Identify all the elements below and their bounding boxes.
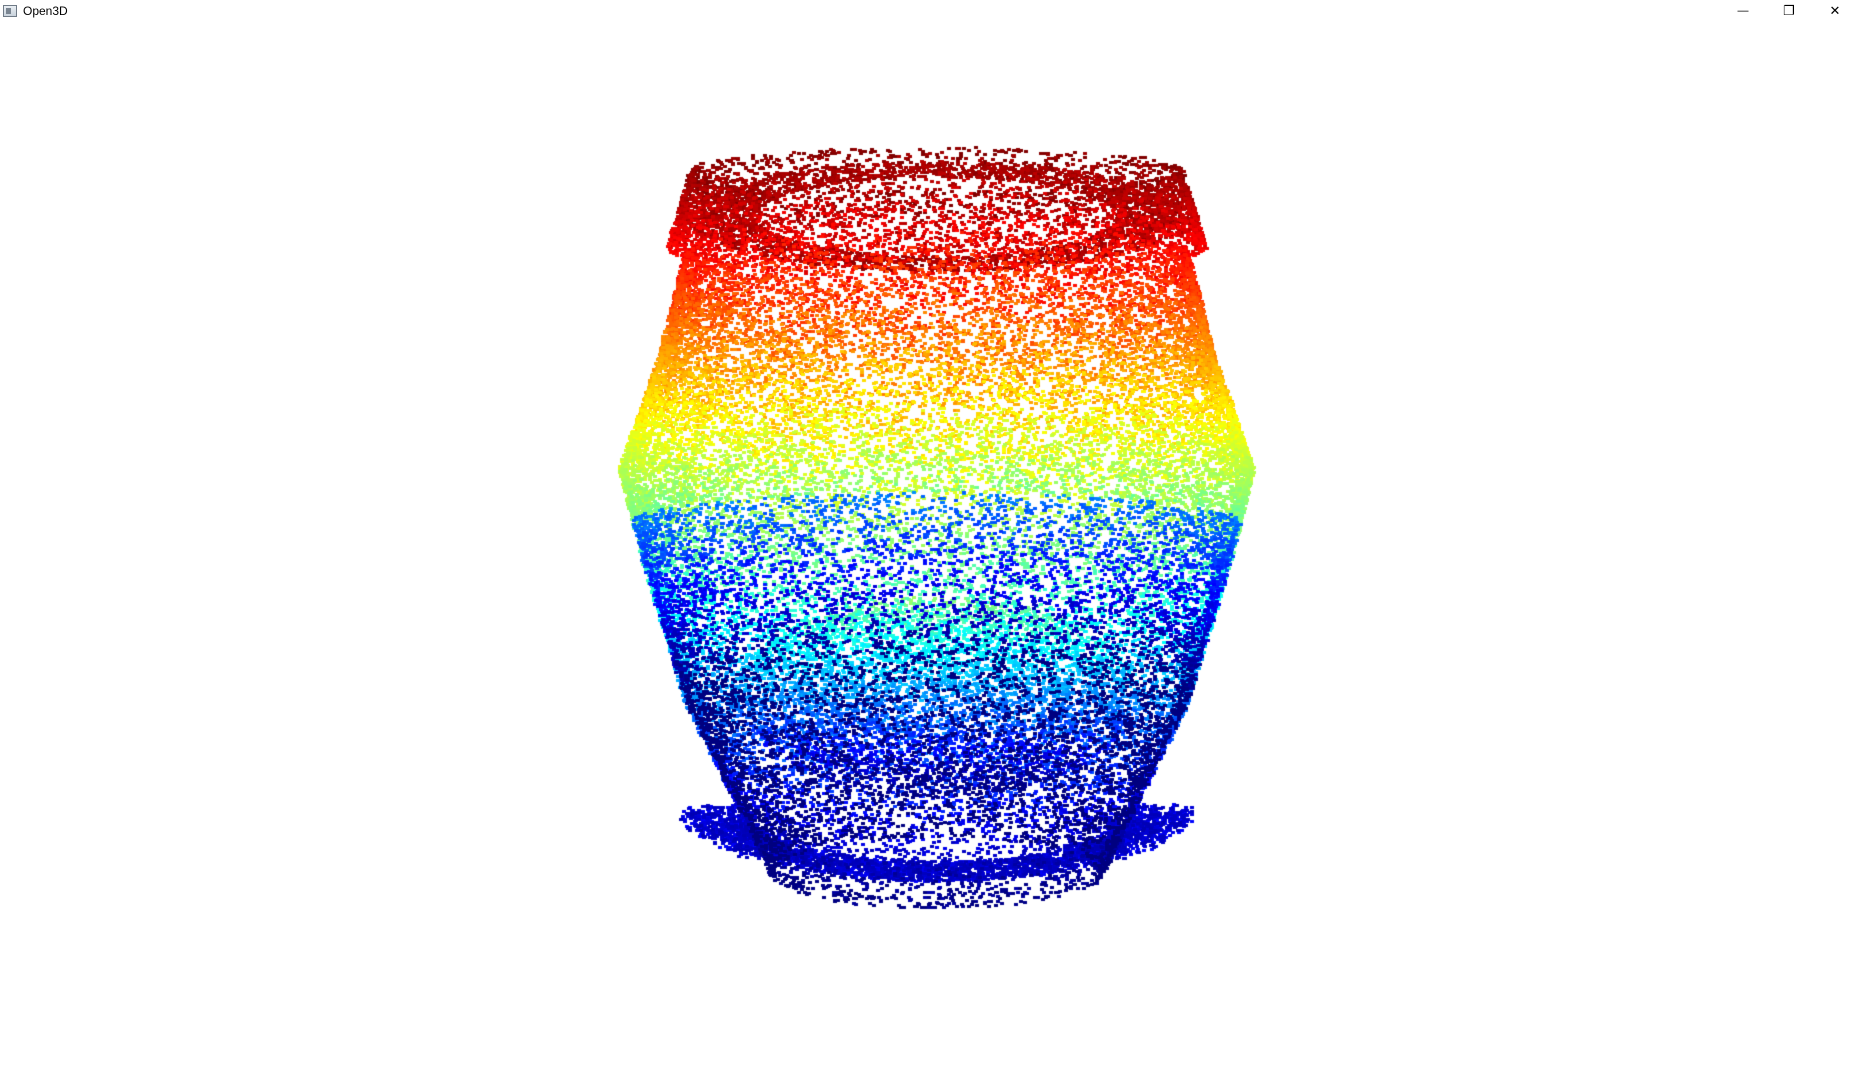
close-button[interactable]: ✕ <box>1812 0 1858 22</box>
caption-buttons: — ❐ ✕ <box>1720 0 1858 22</box>
close-icon: ✕ <box>1829 3 1841 18</box>
title-bar[interactable]: Open3D — ❐ ✕ <box>0 0 1858 22</box>
window-title: Open3D <box>23 4 68 18</box>
window-app-icon[interactable] <box>3 5 17 17</box>
minimize-icon: — <box>1737 5 1749 17</box>
restore-button[interactable]: ❐ <box>1766 0 1812 22</box>
minimize-button[interactable]: — <box>1720 0 1766 22</box>
render-viewport[interactable] <box>0 22 1858 1080</box>
restore-icon: ❐ <box>1783 3 1795 18</box>
point-cloud-canvas[interactable] <box>0 22 1858 1080</box>
